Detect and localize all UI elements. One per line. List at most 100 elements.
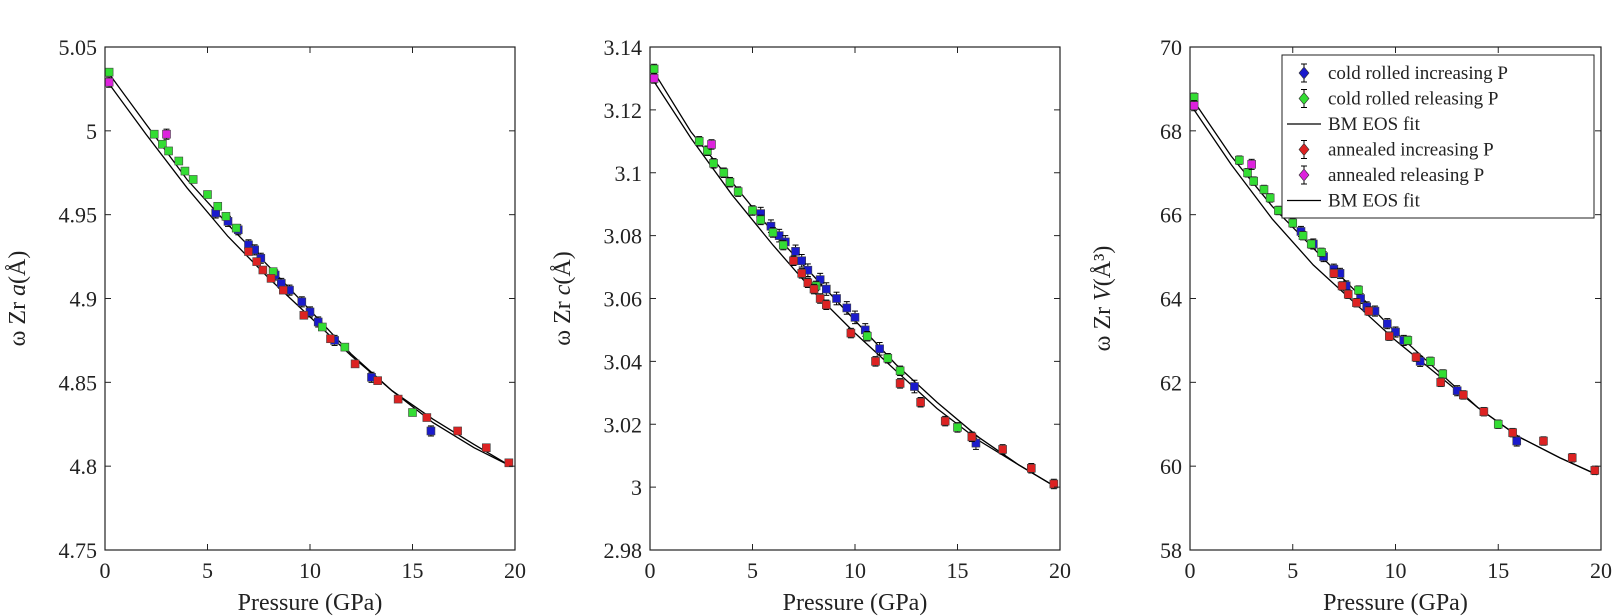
data-point (895, 379, 905, 388)
y-tick-label: 4.75 (59, 538, 98, 563)
y-axis-label-prefix: ω Zr (1090, 301, 1116, 351)
data-point (649, 64, 659, 74)
data-point (244, 247, 253, 256)
data-point (649, 74, 659, 83)
data-point (953, 423, 962, 432)
y-tick-label: 68 (1160, 119, 1182, 144)
data-point (393, 394, 403, 404)
data-point (1189, 101, 1199, 110)
axes-frame (104, 46, 516, 551)
y-tick-label: 4.9 (70, 287, 98, 312)
fit-line-1 (653, 71, 1057, 488)
data-point (299, 310, 309, 320)
data-point (174, 156, 184, 166)
legend-entry-2: BM EOS fit (1287, 114, 1421, 135)
y-tick-label: 3.04 (604, 349, 643, 374)
chart-panel-V: 0 5 10 15 20 58 60 62 64 66 68 70 Pressure (GPa) ω Zr… (1090, 35, 1612, 616)
series-2 (244, 247, 514, 468)
data-point (916, 397, 925, 407)
data-point (883, 353, 893, 363)
x-tick-label: 15 (947, 558, 969, 583)
legend-marker-swatch (1298, 92, 1310, 105)
data-point (213, 201, 223, 211)
data-point (326, 334, 335, 344)
legend-entry-3: annealed increasing P (1298, 140, 1494, 161)
data-point (1590, 466, 1600, 475)
data-point (998, 445, 1007, 454)
data-point (803, 278, 813, 288)
data-point (694, 137, 704, 146)
data-point (1329, 269, 1339, 278)
data-point (1539, 436, 1548, 446)
data-point (768, 228, 778, 237)
y-tick-label: 66 (1160, 203, 1182, 228)
data-point (350, 359, 360, 369)
data-point (408, 408, 417, 417)
axes-frame (649, 46, 1061, 551)
data-point (1243, 168, 1252, 178)
data-point (221, 212, 231, 221)
data-point (1493, 419, 1503, 429)
data-point (733, 187, 743, 196)
y-tick-label: 2.98 (604, 538, 643, 563)
y-tick-label: 3.08 (604, 224, 643, 249)
data-point (422, 413, 432, 422)
data-point (297, 297, 307, 307)
data-point (504, 458, 514, 468)
legend-label: BM EOS fit (1328, 191, 1421, 212)
data-point (1343, 290, 1353, 299)
data-point (203, 190, 212, 199)
legend-entry-0: cold rolled increasing P (1298, 63, 1508, 84)
legend-marker-swatch (1298, 143, 1310, 156)
data-point (164, 146, 173, 156)
y-axis-label: ω Zr a(Å) (5, 251, 31, 347)
data-point (1354, 285, 1363, 295)
legend-label: cold rolled releasing P (1328, 89, 1498, 110)
data-point (875, 344, 884, 354)
x-tick-label: 0 (100, 558, 111, 583)
legend-entry-1: cold rolled releasing P (1298, 89, 1498, 110)
y-axis-label-unit: (Å) (550, 251, 576, 284)
legend-entry-4: annealed releasing P (1298, 165, 1484, 186)
data-point (1426, 357, 1435, 366)
y-tick-label: 3.02 (604, 412, 643, 437)
data-point (862, 331, 872, 341)
data-point (850, 313, 860, 322)
series-2 (789, 255, 1059, 490)
data-point (104, 67, 114, 77)
data-point (258, 265, 268, 275)
data-point (895, 366, 905, 376)
x-tick-label: 20 (504, 558, 526, 583)
series-3 (649, 73, 716, 150)
series-3 (1189, 100, 1256, 170)
y-tick-label: 4.8 (70, 454, 98, 479)
x-axis-label: Pressure (GPa) (238, 590, 383, 616)
legend-label: BM EOS fit (1328, 114, 1421, 135)
legend-marker-swatch (1298, 168, 1310, 182)
data-point (373, 376, 382, 385)
y-axis-label-var: a (5, 284, 31, 296)
series-0 (756, 206, 981, 450)
data-point (279, 285, 288, 295)
x-tick-label: 5 (747, 558, 758, 583)
data-point (871, 357, 880, 366)
x-tick-label: 20 (1049, 558, 1071, 583)
data-point (778, 240, 788, 250)
data-point (797, 269, 807, 278)
data-point (709, 159, 718, 168)
y-tick-label: 62 (1160, 370, 1182, 395)
data-point (1249, 176, 1259, 186)
data-point (1235, 155, 1244, 165)
y-tick-label: 60 (1160, 454, 1182, 479)
data-point (719, 168, 729, 178)
data-point (1027, 463, 1036, 473)
legend-label: cold rolled increasing P (1328, 63, 1508, 84)
legend-marker-swatch (1298, 66, 1310, 80)
y-tick-label: 5 (86, 119, 97, 144)
x-tick-label: 0 (645, 558, 656, 583)
data-point (317, 322, 327, 332)
y-tick-label: 4.85 (59, 370, 98, 395)
data-point (809, 284, 819, 294)
data-point (940, 416, 950, 426)
data-point (1403, 336, 1413, 345)
